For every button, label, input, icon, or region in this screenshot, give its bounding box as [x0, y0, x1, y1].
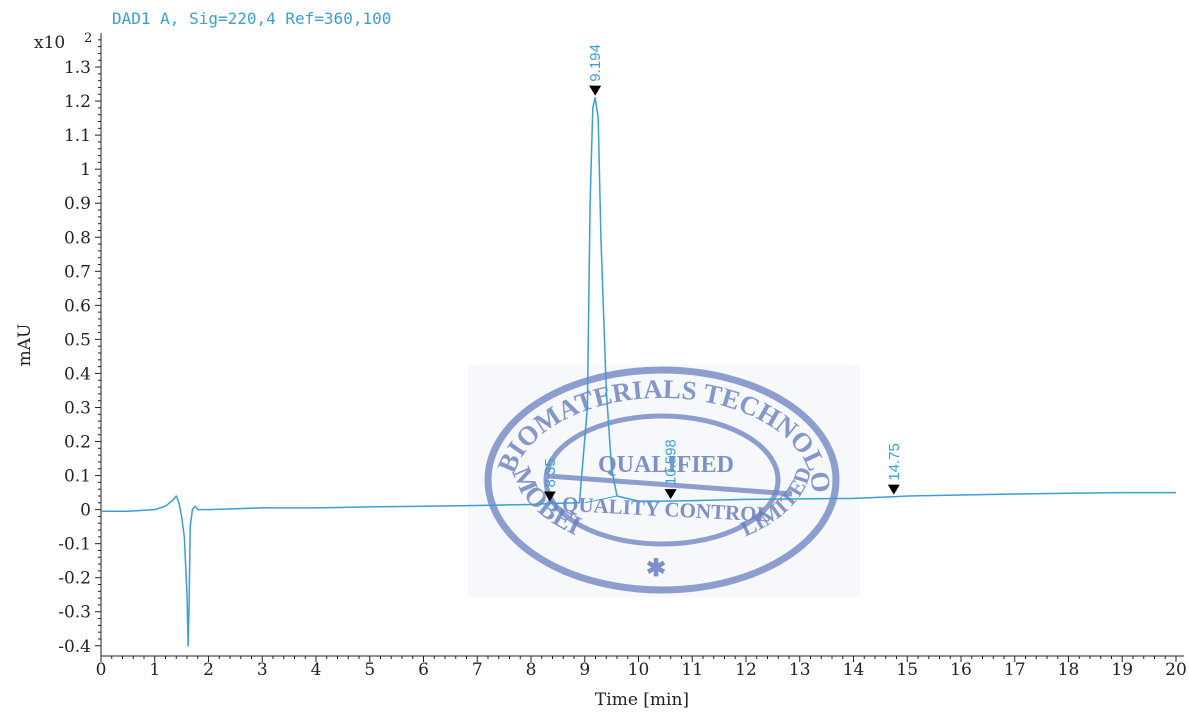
- x-tick-label: 0: [96, 660, 107, 680]
- x-tick-label: 14: [843, 660, 865, 680]
- peak-label: 10.598: [663, 439, 680, 485]
- x-tick-label: 15: [896, 660, 918, 680]
- y-scale-label: x10: [34, 33, 65, 53]
- x-tick-label: 17: [1004, 660, 1026, 680]
- peak-label: 8.35: [542, 458, 559, 487]
- y-tick-label: 1.1: [64, 126, 91, 146]
- y-tick-label: 0.1: [64, 467, 91, 487]
- peak-baseline: [584, 495, 618, 504]
- peak-marker: [543, 491, 556, 502]
- y-tick-label: 0.8: [64, 228, 91, 248]
- y-scale-exponent: 2: [84, 31, 92, 46]
- x-tick-label: 13: [789, 660, 811, 680]
- stamp-inner-ring: [543, 413, 781, 547]
- x-tick-label: 5: [364, 660, 375, 680]
- x-tick-label: 18: [1058, 660, 1080, 680]
- stamp-divider-line: [547, 473, 793, 497]
- y-tick-label: 0.7: [64, 262, 91, 282]
- y-axis-title: mAU: [15, 324, 35, 367]
- y-tick-label: 0.4: [64, 364, 91, 384]
- x-tick-label: 11: [681, 660, 703, 680]
- x-tick-label: 12: [735, 660, 757, 680]
- y-tick-label: 1.2: [64, 92, 91, 112]
- x-tick-label: 20: [1165, 660, 1187, 680]
- y-tick-label: -0.4: [58, 637, 91, 657]
- y-tick-label: 1: [80, 160, 91, 180]
- y-tick-label: 0.2: [64, 433, 91, 453]
- signal-label: DAD1 A, Sig=220,4 Ref=360,100: [112, 9, 391, 28]
- x-tick-label: 16: [950, 660, 972, 680]
- peak-marker: [664, 489, 677, 500]
- x-tick-label: 10: [628, 660, 650, 680]
- chromatogram-trace: [101, 96, 1176, 647]
- peak-marker: [887, 484, 900, 495]
- x-tick-label: 2: [203, 660, 214, 680]
- y-tick-label: 0.9: [64, 194, 91, 214]
- y-tick-label: 1.3: [64, 58, 91, 78]
- x-tick-label: 3: [257, 660, 268, 680]
- peak-marker: [589, 85, 602, 96]
- x-tick-label: 4: [311, 660, 322, 680]
- stamp-line-qualified: QUALIFIED: [598, 452, 734, 478]
- axes: 0 1 2 3 4 5 6 7 8 9 10 11 12 13 14 15 16 17 18 19 20-0.4-0.3…: [58, 33, 1187, 680]
- peak-label: 9.194: [587, 44, 604, 82]
- x-axis-title: Time [min]: [595, 690, 689, 710]
- y-tick-label: -0.2: [58, 569, 91, 589]
- y-tick-label: 0: [80, 501, 91, 521]
- x-tick-label: 19: [1111, 660, 1133, 680]
- x-tick-label: 9: [579, 660, 590, 680]
- y-tick-label: 0.3: [64, 398, 91, 418]
- peak-label: 14.75: [886, 443, 903, 481]
- x-tick-label: 1: [149, 660, 160, 680]
- y-tick-label: -0.3: [58, 603, 91, 623]
- y-tick-label: 0.5: [64, 330, 91, 350]
- x-tick-label: 6: [418, 660, 429, 680]
- y-tick-label: 0.6: [64, 296, 91, 316]
- quality-control-stamp: BIOMATERIALS TECHNOLOGYMOBEILIMITEDQUALI…: [0, 0, 840, 594]
- stamp-star-symbol: ✱: [646, 556, 666, 582]
- y-tick-label: -0.1: [58, 535, 91, 555]
- stamp-outer-ring: [484, 366, 840, 594]
- trace-layer: [101, 96, 1176, 647]
- peak-markers: 8.35 9.194 10.598 14.75: [542, 44, 903, 502]
- x-tick-label: 8: [526, 660, 537, 680]
- x-tick-label: 7: [472, 660, 483, 680]
